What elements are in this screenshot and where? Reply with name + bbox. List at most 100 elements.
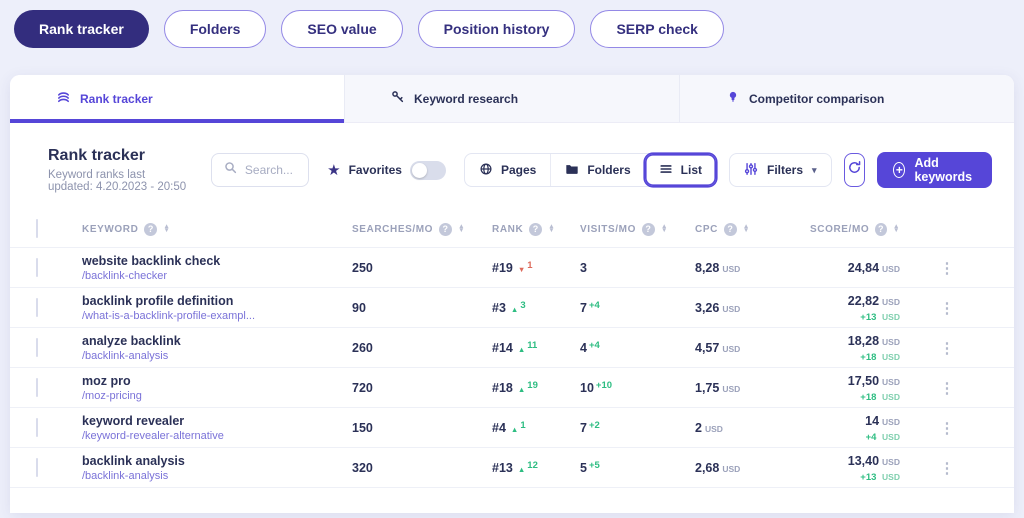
usd-label: USD — [882, 377, 900, 387]
row-menu-kebab-icon[interactable]: ⋮ — [939, 379, 955, 397]
rank-value: #13 — [492, 460, 513, 475]
folder-icon — [565, 162, 579, 179]
rank-value: #18 — [492, 380, 513, 395]
add-keywords-button[interactable]: + Add keywords — [877, 152, 992, 188]
col-cpc: CPC ? ▲ ▼ — [695, 222, 750, 236]
usd-label: USD — [882, 392, 900, 402]
cpc-value: 3,26 — [695, 300, 720, 315]
tab-label: Rank tracker — [80, 92, 153, 106]
score-change: +4 — [865, 432, 877, 443]
row-menu-kebab-icon[interactable]: ⋮ — [939, 339, 955, 357]
row-checkbox[interactable] — [36, 417, 38, 437]
usd-label: USD — [704, 423, 723, 434]
row-menu-kebab-icon[interactable]: ⋮ — [939, 259, 955, 277]
table-row: backlink profile definition /what-is-a-b… — [10, 287, 1014, 327]
arrow-up-icon: ▲ — [517, 464, 526, 474]
rank-change: 1 — [527, 259, 533, 271]
card-tabs: Rank tracker Keyword research Competitor… — [10, 75, 1014, 123]
view-folders-button[interactable]: Folders — [550, 154, 644, 186]
view-switcher: Pages Folders List — [463, 153, 717, 187]
sort-icon[interactable]: ▲ ▼ — [742, 223, 750, 234]
sort-icon[interactable]: ▲ ▼ — [892, 223, 900, 234]
row-checkbox[interactable] — [36, 377, 38, 397]
sliders-icon — [744, 162, 758, 179]
help-icon[interactable]: ? — [641, 222, 655, 236]
tab-rank-tracker[interactable]: Rank tracker — [10, 75, 344, 123]
searches-value: 260 — [352, 340, 373, 355]
rank-tracker-icon — [56, 90, 71, 108]
rank-value: #3 — [492, 300, 506, 315]
rank-change: 19 — [527, 379, 538, 391]
visits-value: 3 — [580, 260, 587, 275]
arrow-up-icon: ▲ — [510, 424, 519, 434]
col-keyword: KEYWORD ? ▲ ▼ — [82, 222, 171, 236]
keyword-url-link[interactable]: /backlink-analysis — [82, 469, 169, 482]
usd-label: USD — [882, 263, 900, 274]
keyword-url-link[interactable]: /backlink-checker — [82, 269, 167, 282]
favorites-toggle[interactable] — [409, 160, 446, 180]
usd-label: USD — [722, 383, 741, 394]
col-rank: RANK ? ▲ ▼ — [492, 222, 556, 236]
help-icon[interactable]: ? — [529, 222, 543, 236]
pill-seo-value[interactable]: SEO value — [281, 10, 403, 48]
last-updated-text: Keyword ranks last updated: 4.20.2023 - … — [48, 169, 187, 193]
search-icon — [224, 161, 237, 179]
row-menu-kebab-icon[interactable]: ⋮ — [939, 299, 955, 317]
visits-change: +4 — [588, 339, 600, 351]
rank-value: #14 — [492, 340, 513, 355]
pill-folders[interactable]: Folders — [163, 10, 267, 48]
keyword-url-link[interactable]: /backlink-analysis — [82, 349, 169, 362]
cpc-value: 2,68 — [695, 460, 720, 475]
searches-value: 90 — [352, 300, 366, 315]
row-checkbox[interactable] — [36, 257, 38, 277]
view-list-button[interactable]: List — [644, 154, 716, 186]
sort-icon[interactable]: ▲ ▼ — [548, 223, 556, 234]
visits-value: 7 — [580, 420, 587, 435]
search-input[interactable] — [244, 163, 297, 177]
keyword-url-link[interactable]: /what-is-a-backlink-profile-exampl... — [82, 309, 255, 322]
help-icon[interactable]: ? — [723, 222, 737, 236]
usd-label: USD — [722, 303, 741, 314]
usd-label: USD — [722, 263, 741, 274]
rank-tracker-card: Rank tracker Keyword research Competitor… — [10, 75, 1014, 513]
row-checkbox[interactable] — [36, 457, 38, 477]
help-icon[interactable]: ? — [144, 222, 158, 236]
score-value: 24,84 — [847, 260, 880, 275]
view-pages-button[interactable]: Pages — [465, 154, 550, 186]
help-icon[interactable]: ? — [875, 222, 887, 236]
usd-label: USD — [722, 343, 741, 354]
pill-rank-tracker[interactable]: Rank tracker — [14, 10, 149, 48]
row-checkbox[interactable] — [36, 297, 38, 317]
sort-icon[interactable]: ▲ ▼ — [458, 223, 466, 234]
row-menu-kebab-icon[interactable]: ⋮ — [939, 419, 955, 437]
star-icon: ★ — [327, 161, 341, 179]
pill-serp-check[interactable]: SERP check — [590, 10, 724, 48]
score-change: +18 — [860, 392, 877, 403]
keyword-text: website backlink check — [82, 253, 221, 268]
usd-label: USD — [882, 472, 900, 482]
help-icon[interactable]: ? — [439, 222, 453, 236]
pill-position-history[interactable]: Position history — [417, 10, 576, 48]
visits-value: 10 — [580, 380, 594, 395]
arrow-down-icon: ▼ — [517, 264, 526, 274]
select-all-checkbox[interactable] — [36, 219, 38, 238]
sort-icon[interactable]: ▲ ▼ — [163, 223, 171, 234]
tab-competitor-comparison[interactable]: Competitor comparison — [679, 75, 1014, 123]
keyword-url-link[interactable]: /keyword-revealer-alternative — [82, 429, 224, 442]
favorites-label: Favorites — [348, 163, 402, 177]
row-checkbox[interactable] — [36, 337, 38, 357]
page-title: Rank tracker — [48, 147, 145, 164]
sort-icon[interactable]: ▲ ▼ — [660, 223, 669, 234]
view-folders-label: Folders — [587, 163, 631, 177]
refresh-button[interactable] — [843, 153, 866, 187]
tab-keyword-research[interactable]: Keyword research — [344, 75, 679, 123]
keyword-url-link[interactable]: /moz-pricing — [82, 389, 142, 402]
key-icon — [391, 90, 405, 107]
lightbulb-icon — [726, 90, 740, 107]
keyword-text: keyword revealer — [82, 413, 185, 428]
usd-label: USD — [882, 297, 900, 307]
filters-button[interactable]: Filters ▾ — [729, 153, 832, 187]
row-menu-kebab-icon[interactable]: ⋮ — [939, 459, 955, 477]
col-score: SCORE/MO ? ▲ ▼ — [810, 222, 900, 236]
score-value: 22,82 — [847, 294, 880, 308]
